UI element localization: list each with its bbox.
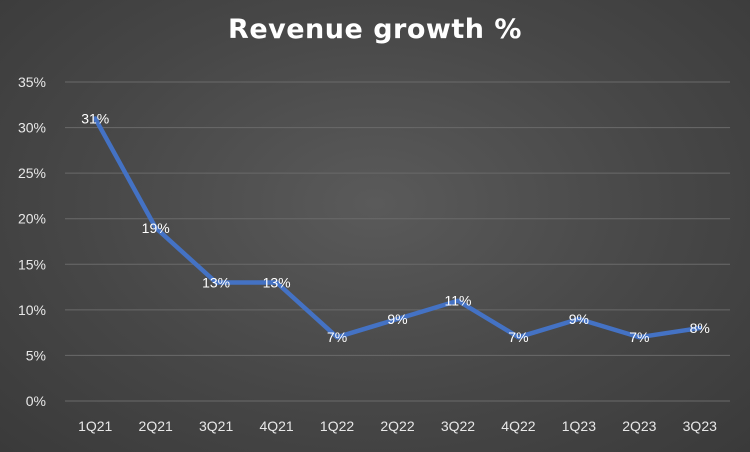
data-label: 8%: [690, 320, 710, 336]
x-tick-label: 1Q22: [320, 418, 354, 434]
y-axis-ticks: 0% 5% 10% 15% 20% 25% 30% 35%: [18, 74, 46, 409]
chart-title: Revenue growth %: [228, 14, 522, 45]
gridlines: [65, 81, 730, 402]
series-line-path: [92, 116, 703, 340]
x-tick-label: 3Q22: [441, 418, 475, 434]
y-tick-label: 10%: [18, 302, 46, 318]
y-tick-label: 25%: [18, 165, 46, 181]
x-tick-label: 4Q22: [501, 418, 535, 434]
data-label: 19%: [142, 220, 170, 236]
data-label: 31%: [81, 110, 109, 126]
data-label: 13%: [263, 275, 291, 291]
y-tick-label: 0%: [26, 393, 46, 409]
x-tick-label: 1Q23: [562, 418, 596, 434]
data-label: 11%: [444, 293, 471, 309]
x-axis-ticks: 1Q21 2Q21 3Q21 4Q21 1Q22 2Q22 3Q22 4Q22 1Q23 2Q23…: [78, 418, 717, 434]
x-tick-label: 2Q21: [139, 418, 173, 434]
x-tick-label: 3Q23: [683, 418, 717, 434]
x-tick-label: 3Q21: [199, 418, 233, 434]
x-tick-label: 2Q22: [380, 418, 414, 434]
y-tick-label: 20%: [18, 211, 46, 227]
data-label: 9%: [387, 311, 407, 327]
x-tick-label: 2Q23: [622, 418, 656, 434]
data-label: 13%: [202, 275, 230, 291]
y-tick-label: 35%: [18, 74, 46, 90]
data-label: 7%: [508, 329, 528, 345]
y-tick-label: 15%: [18, 256, 46, 272]
series-line: [92, 116, 703, 340]
x-tick-label: 1Q21: [78, 418, 112, 434]
y-tick-label: 30%: [18, 120, 46, 136]
data-labels: 31% 19% 13% 13% 7% 9% 11% 7% 9% 7% 8%: [81, 110, 710, 345]
data-label: 7%: [629, 329, 649, 345]
data-label: 7%: [327, 329, 347, 345]
y-tick-label: 5%: [26, 347, 46, 363]
data-label: 9%: [569, 311, 589, 327]
x-tick-label: 4Q21: [259, 418, 293, 434]
